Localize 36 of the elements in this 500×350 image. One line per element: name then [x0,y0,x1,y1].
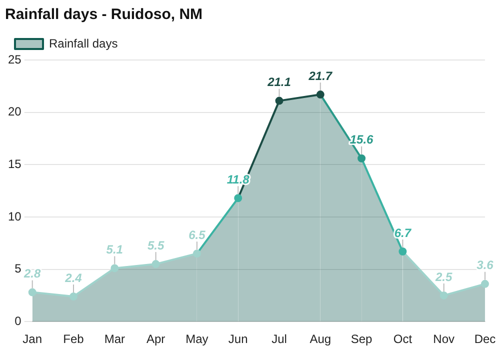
x-tick-label: Nov [433,332,455,346]
y-tick-label: 0 [14,314,22,328]
data-label: 6.5 [188,228,206,242]
data-label: 2.8 [23,266,42,281]
point [110,264,119,272]
y-tick-label: 10 [8,209,22,224]
legend-label: Rainfall days [49,36,118,50]
data-label: 21.7 [308,68,334,83]
y-tick-label: 20 [8,104,22,119]
point [481,280,489,288]
y-tick-label: 15 [8,156,22,171]
x-tick-label: Apr [146,332,166,346]
data-label: 2.4 [64,270,82,285]
x-tick-label: Sep [350,332,373,346]
y-tick-label: 25 [8,52,22,66]
data-label: 5.1 [106,242,124,257]
x-tick-label: May [186,332,208,346]
x-tick-label: Feb [63,332,84,346]
data-label: 21.1 [266,75,292,90]
x-tick-label: Jul [272,332,287,346]
point [152,260,160,268]
x-tick-label: Oct [393,332,413,346]
data-label: 2.5 [434,270,453,284]
x-tick-label: Jun [228,332,248,346]
point [440,291,448,300]
x-tick-label: Mar [104,332,125,346]
x-tick-label: Jan [22,332,42,346]
x-tick-label: Aug [310,332,332,346]
point [70,292,78,300]
chart-title: Rainfall days - Ruidoso, NM [5,6,203,24]
data-label: 5.5 [147,238,164,252]
data-label: 15.6 [350,132,374,147]
point [28,288,36,296]
x-tick-label: Dec [474,332,496,346]
data-label: 3.6 [476,258,494,272]
y-tick-label: 5 [14,262,22,276]
